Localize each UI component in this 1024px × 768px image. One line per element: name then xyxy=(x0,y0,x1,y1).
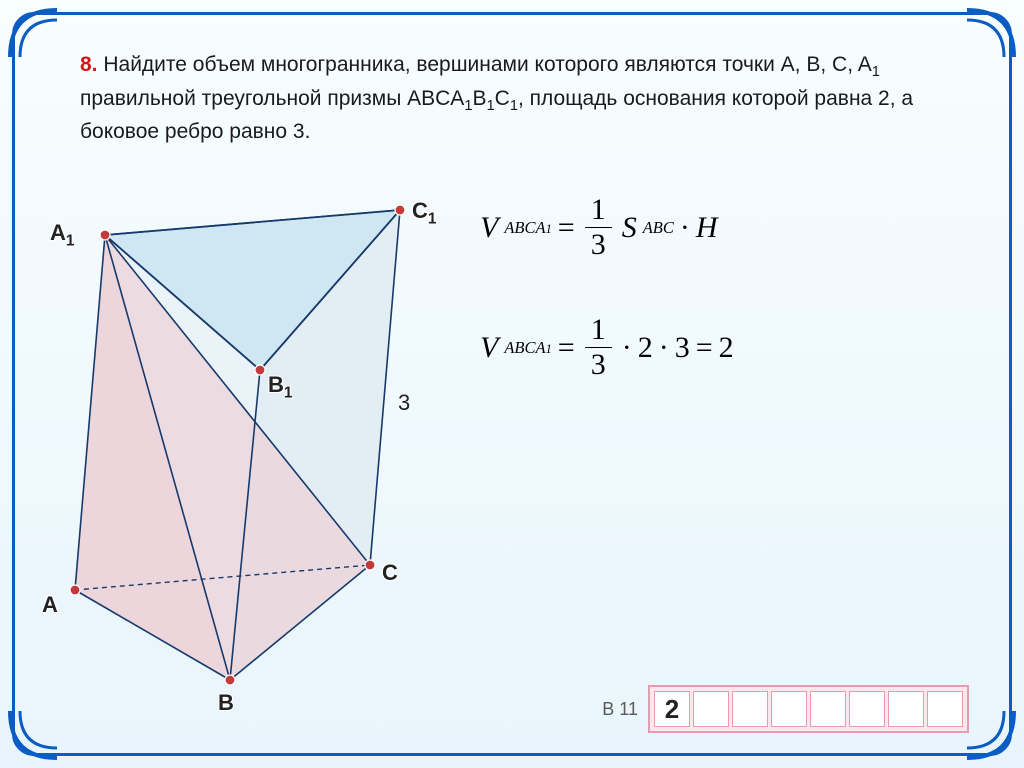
answer-cell xyxy=(849,691,885,727)
vertex-label: A1 xyxy=(50,220,74,250)
corner-tl xyxy=(2,2,62,62)
answer-boxes: 2 xyxy=(648,685,969,733)
vertex-label: B xyxy=(218,690,234,716)
fraction: 1 3 xyxy=(585,195,612,260)
answer-cell xyxy=(888,691,924,727)
formula-2: VABCA1 = 1 3 · 2 · 3 = 2 xyxy=(480,315,980,380)
vertex-label: B1 xyxy=(268,372,292,402)
corner-tr xyxy=(962,2,1022,62)
vertex-label: A xyxy=(42,592,58,618)
answer-cell xyxy=(927,691,963,727)
formula-1: VABCA1 = 1 3 SABC · H xyxy=(480,195,980,260)
answer-cell xyxy=(693,691,729,727)
vertex-label: C xyxy=(382,560,398,586)
prism-svg xyxy=(40,180,460,740)
prism-diagram: A B C A1 B1 C1 3 xyxy=(40,180,460,745)
content-area: 8. Найдите объем многогранника, вершинам… xyxy=(80,50,964,147)
problem-text: 8. Найдите объем многогранника, вершинам… xyxy=(80,50,964,147)
answer-cell xyxy=(810,691,846,727)
answer-cell xyxy=(771,691,807,727)
answer-row: В 11 2 xyxy=(602,685,969,733)
answer-cell xyxy=(732,691,768,727)
answer-label: В 11 xyxy=(602,699,638,720)
edge-length-label: 3 xyxy=(398,390,410,416)
corner-br xyxy=(962,706,1022,766)
answer-cell: 2 xyxy=(654,691,690,727)
vertex-label: C1 xyxy=(412,198,436,228)
fraction: 1 3 xyxy=(585,315,612,380)
problem-number: 8. xyxy=(80,53,98,76)
formula-area: VABCA1 = 1 3 SABC · H VABCA1 = 1 3 · 2 ·… xyxy=(480,195,980,435)
